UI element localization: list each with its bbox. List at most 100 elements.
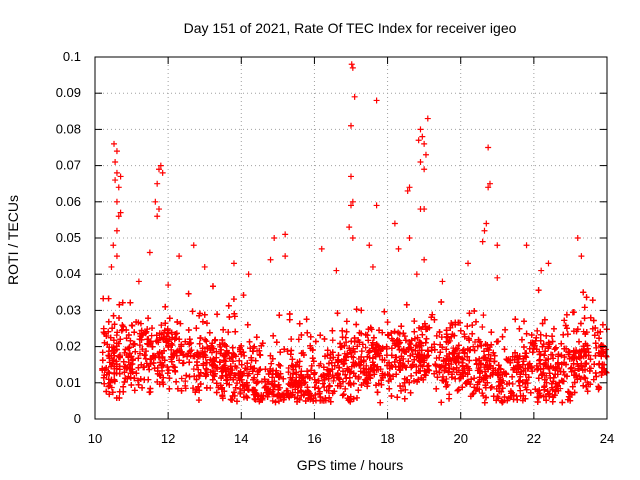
data-point <box>408 364 415 371</box>
data-point <box>444 381 451 388</box>
data-point <box>512 316 519 323</box>
data-point <box>120 388 127 395</box>
data-point <box>210 345 217 352</box>
data-point <box>354 343 361 350</box>
data-point <box>160 374 167 381</box>
data-point <box>581 304 588 311</box>
data-point <box>567 397 574 404</box>
data-point <box>308 367 315 374</box>
data-point <box>541 316 548 323</box>
data-point <box>163 339 170 346</box>
data-point <box>339 327 346 334</box>
data-point <box>546 370 553 377</box>
data-point <box>425 352 432 359</box>
data-point <box>276 312 283 319</box>
data-point <box>322 353 329 360</box>
data-point <box>329 390 336 397</box>
data-point <box>536 351 543 358</box>
data-point <box>422 339 429 346</box>
data-point <box>404 376 411 383</box>
data-point <box>511 356 518 363</box>
data-point <box>433 368 440 375</box>
data-point <box>534 327 541 334</box>
data-point <box>461 365 468 372</box>
data-point <box>444 355 451 362</box>
data-point <box>304 368 311 375</box>
data-point <box>372 353 379 360</box>
data-point <box>101 339 108 346</box>
data-point <box>109 325 116 332</box>
data-point <box>579 367 586 374</box>
data-point <box>550 355 557 362</box>
data-point <box>210 367 217 374</box>
data-point <box>516 382 523 389</box>
data-point <box>340 391 347 398</box>
data-point <box>354 394 361 401</box>
data-point <box>139 346 146 353</box>
data-point <box>214 311 221 318</box>
data-point <box>106 370 113 377</box>
data-point <box>521 318 528 325</box>
data-point <box>369 359 376 366</box>
data-point <box>121 369 128 376</box>
data-point <box>196 312 203 319</box>
data-point <box>388 345 395 352</box>
data-point <box>325 373 332 380</box>
data-point <box>244 321 251 328</box>
data-point <box>593 344 600 351</box>
data-point <box>217 359 224 366</box>
data-point <box>147 360 154 367</box>
data-point <box>584 388 591 395</box>
data-point <box>316 390 323 397</box>
data-point <box>423 335 430 342</box>
data-point <box>495 362 502 369</box>
data-point <box>539 343 546 350</box>
data-point <box>450 366 457 373</box>
data-point <box>209 340 216 347</box>
data-point <box>428 314 435 321</box>
data-point <box>453 364 460 371</box>
data-point <box>334 310 341 317</box>
data-point <box>528 332 535 339</box>
data-point <box>118 327 125 334</box>
data-point <box>365 337 372 344</box>
data-point <box>298 368 305 375</box>
data-point <box>337 383 344 390</box>
data-point <box>197 381 204 388</box>
data-point <box>344 351 351 358</box>
data-point <box>109 389 116 396</box>
data-point <box>329 327 336 334</box>
data-point <box>559 399 566 406</box>
data-point <box>350 345 357 352</box>
data-point <box>596 335 603 342</box>
data-point <box>445 360 452 367</box>
data-point <box>251 396 258 403</box>
data-point <box>123 335 130 342</box>
data-point <box>439 377 446 384</box>
data-point <box>258 342 265 349</box>
data-point <box>364 332 371 339</box>
data-point <box>193 386 200 393</box>
data-point <box>231 389 238 396</box>
data-point <box>515 363 522 370</box>
data-point <box>186 373 193 380</box>
data-point <box>575 363 582 370</box>
data-point <box>253 380 260 387</box>
data-point <box>307 333 314 340</box>
data-point <box>355 337 362 344</box>
data-point <box>556 379 563 386</box>
data-point <box>343 328 350 335</box>
data-point <box>269 374 276 381</box>
data-point <box>379 356 386 363</box>
data-point <box>471 384 478 391</box>
data-point <box>472 357 479 364</box>
data-point <box>395 343 402 350</box>
data-point <box>400 355 407 362</box>
data-point <box>193 376 200 383</box>
data-point <box>446 395 453 402</box>
data-point <box>288 347 295 354</box>
data-point <box>320 364 327 371</box>
data-point <box>147 385 154 392</box>
data-point <box>350 370 357 377</box>
data-point <box>294 359 301 366</box>
